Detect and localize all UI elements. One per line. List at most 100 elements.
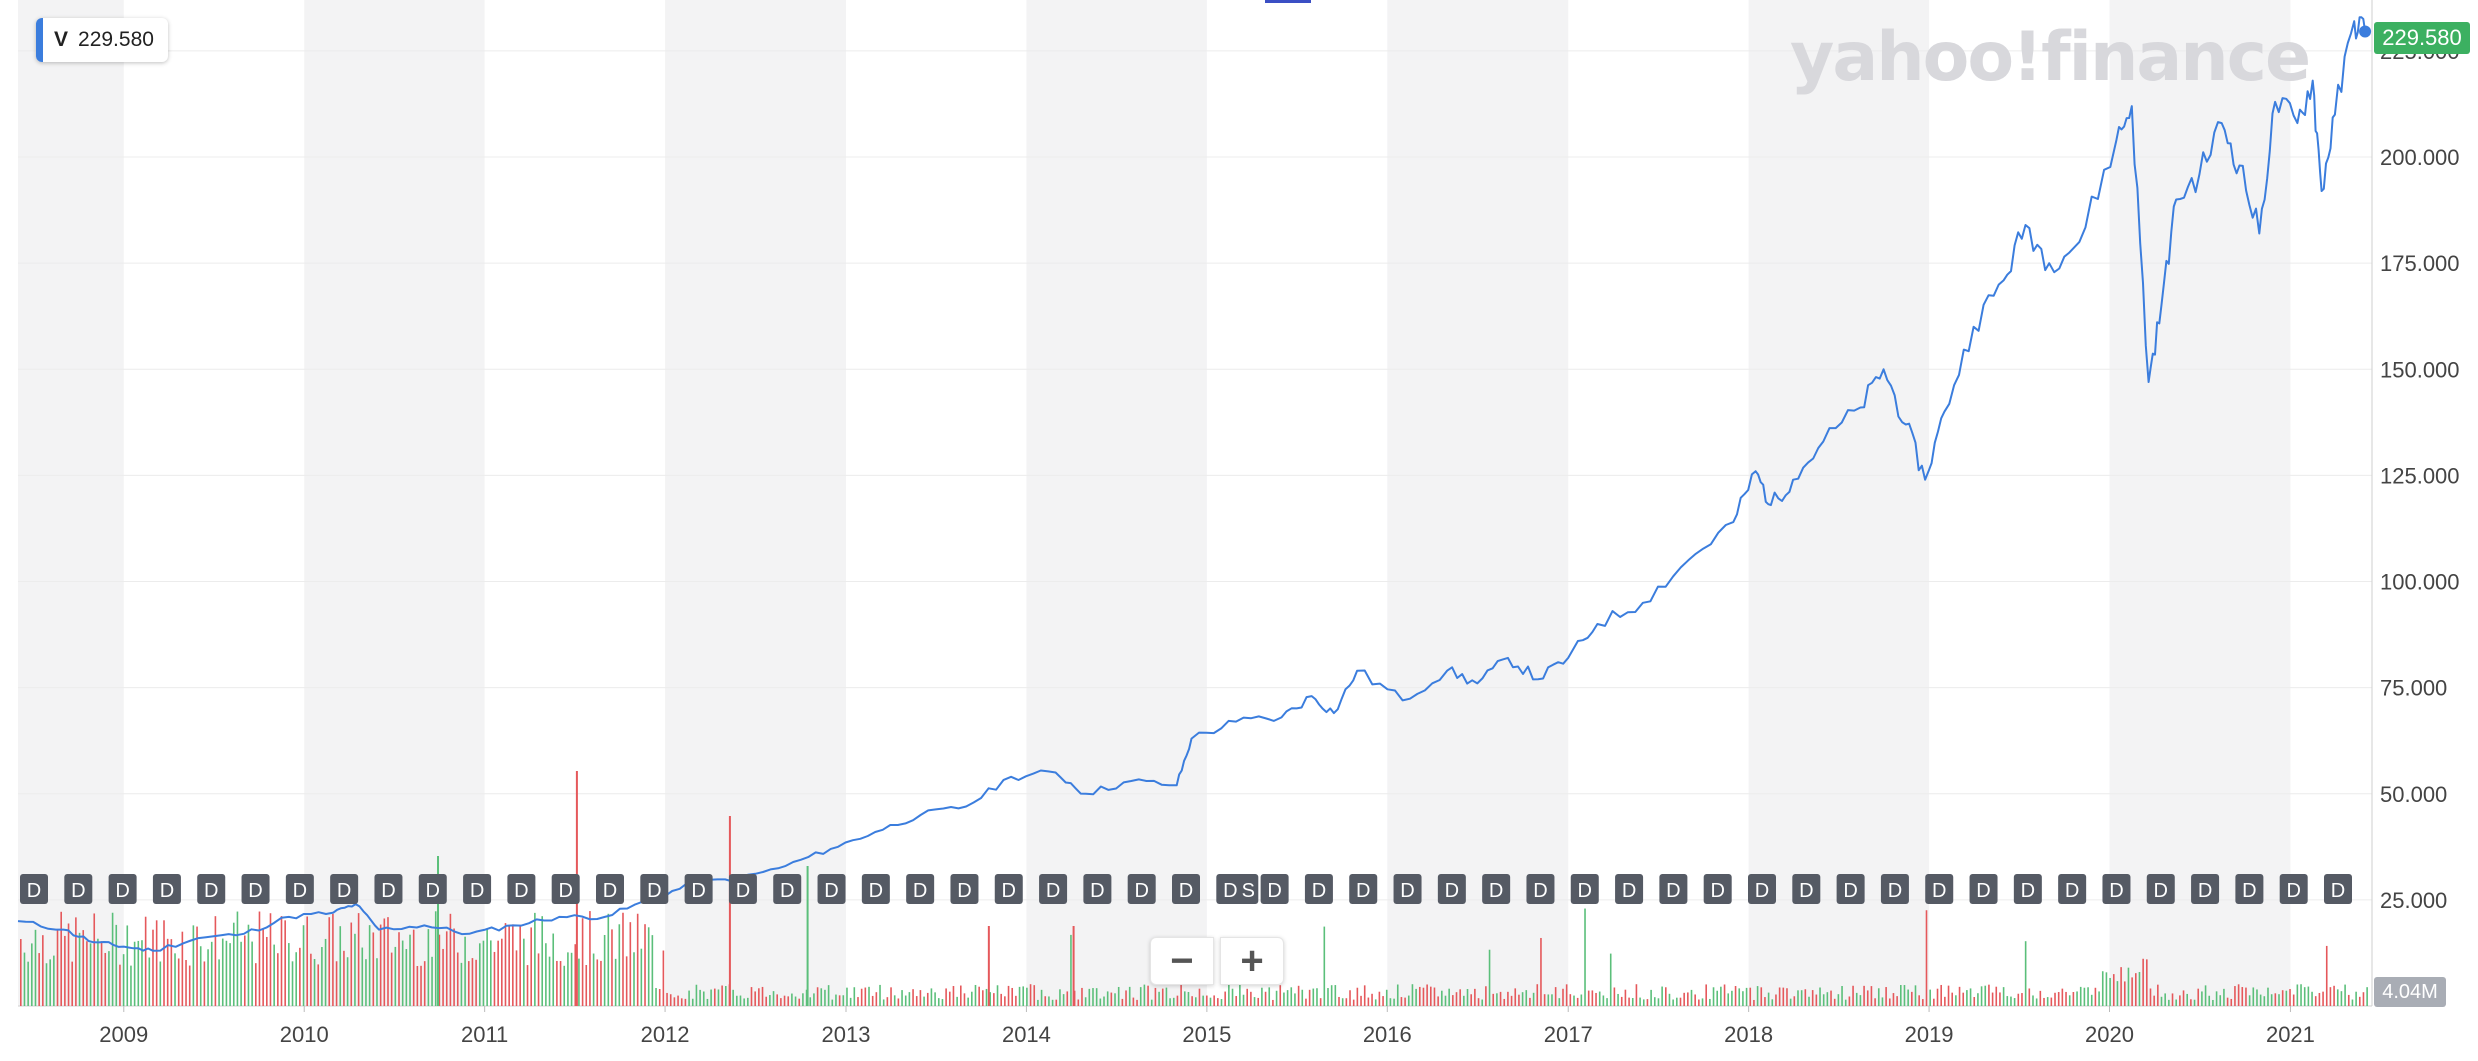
- volume-bar: [1437, 996, 1439, 1006]
- dividend-marker[interactable]: D: [2191, 874, 2220, 904]
- volume-bar: [636, 913, 639, 1006]
- volume-bar: [482, 940, 485, 1006]
- dividend-marker[interactable]: D: [684, 874, 713, 904]
- dividend-marker[interactable]: D: [596, 874, 624, 904]
- volume-bar: [324, 938, 327, 1006]
- volume-bar: [277, 953, 279, 1006]
- range-indicator: [1265, 0, 1311, 3]
- dividend-marker[interactable]: D: [1127, 874, 1156, 904]
- volume-bar: [919, 990, 922, 1006]
- dividend-marker[interactable]: D: [1039, 874, 1068, 904]
- volume-bar: [1125, 990, 1127, 1006]
- dividend-marker[interactable]: D: [1482, 874, 1511, 904]
- volume-bar: [879, 984, 881, 1006]
- volume-bar: [108, 951, 110, 1006]
- dividend-marker[interactable]: D: [2324, 874, 2352, 904]
- volume-bar: [2105, 972, 2108, 1006]
- dividend-marker[interactable]: D: [1570, 874, 1599, 904]
- volume-bar: [60, 911, 62, 1006]
- volume-bar: [431, 956, 433, 1006]
- dividend-marker[interactable]: D: [2102, 874, 2131, 904]
- volume-bar: [2160, 996, 2163, 1006]
- dividend-marker[interactable]: D: [1615, 874, 1644, 904]
- dividend-marker[interactable]: D: [20, 874, 48, 904]
- dividend-marker[interactable]: D: [1437, 874, 1466, 904]
- dividend-marker[interactable]: D: [1703, 874, 1732, 904]
- volume-bar: [1720, 986, 1722, 1006]
- dividend-marker[interactable]: D: [861, 874, 890, 904]
- volume-bar: [1907, 989, 1909, 1006]
- dividend-marker[interactable]: D: [2235, 874, 2264, 904]
- dividend-marker[interactable]: D: [1659, 874, 1688, 904]
- dividend-marker[interactable]: D: [906, 874, 935, 904]
- dividend-marker[interactable]: D: [1172, 874, 1200, 904]
- volume-bar: [2248, 995, 2251, 1006]
- dividend-marker[interactable]: D: [64, 874, 93, 904]
- volume-bar: [1723, 984, 1726, 1006]
- volume-bar: [1316, 988, 1318, 1006]
- dividend-marker[interactable]: D: [817, 874, 846, 904]
- dividend-marker[interactable]: D: [1836, 874, 1865, 904]
- dividend-marker[interactable]: D: [1969, 874, 1998, 904]
- dividend-marker[interactable]: D: [463, 874, 492, 904]
- volume-bar: [1947, 985, 1950, 1006]
- volume-bar: [695, 984, 698, 1006]
- dividend-marker[interactable]: D: [108, 874, 137, 904]
- dividend-marker[interactable]: D: [1349, 874, 1378, 904]
- volume-bar: [1551, 994, 1553, 1006]
- marker-box: [1127, 874, 1156, 904]
- zoom-in-button[interactable]: +: [1220, 937, 1284, 985]
- volume-bar: [2146, 959, 2148, 1006]
- dividend-marker[interactable]: D: [197, 874, 226, 904]
- volume-bar: [1367, 997, 1370, 1006]
- dividend-marker[interactable]: D: [1083, 874, 1112, 904]
- dividend-marker[interactable]: D: [285, 874, 314, 904]
- volume-bar: [640, 948, 643, 1006]
- dividend-marker[interactable]: D: [418, 874, 447, 904]
- y-tick-label: 50.000: [2380, 782, 2447, 807]
- dividend-marker[interactable]: D: [374, 874, 403, 904]
- dividend-marker[interactable]: D: [728, 874, 757, 904]
- volume-bar: [471, 958, 474, 1006]
- volume-bar: [1624, 989, 1627, 1006]
- dividend-marker[interactable]: D: [330, 874, 359, 904]
- dividend-marker[interactable]: D: [994, 874, 1023, 904]
- dividend-marker[interactable]: D: [1393, 874, 1422, 904]
- volume-bar: [199, 946, 202, 1006]
- dividend-marker[interactable]: D: [1880, 874, 1909, 904]
- volume-bar: [1984, 985, 1987, 1006]
- volume-bar: [1631, 998, 1634, 1006]
- dividend-marker[interactable]: D: [2013, 874, 2042, 904]
- dividend-marker[interactable]: D: [950, 874, 979, 904]
- zoom-out-button[interactable]: −: [1150, 937, 1214, 985]
- volume-bar: [1018, 986, 1021, 1006]
- dividend-marker[interactable]: D: [2058, 874, 2087, 904]
- dividend-marker[interactable]: D: [1792, 874, 1821, 904]
- volume-bar: [379, 924, 382, 1006]
- dividend-marker[interactable]: D: [1925, 874, 1954, 904]
- split-label: S: [1242, 880, 1255, 902]
- dividend-marker[interactable]: D: [1526, 874, 1555, 904]
- volume-bar: [155, 920, 158, 1006]
- dividend-marker[interactable]: D: [241, 874, 270, 904]
- dividend-marker[interactable]: D: [152, 874, 181, 904]
- volume-bar: [1595, 992, 1597, 1006]
- volume-bar: [552, 933, 555, 1006]
- dividend-marker[interactable]: D: [2146, 874, 2175, 904]
- volume-bar: [1742, 991, 1744, 1006]
- dividend-marker[interactable]: D: [640, 874, 669, 904]
- dividend-marker[interactable]: D: [1748, 874, 1776, 904]
- dividend-marker[interactable]: D: [1304, 874, 1333, 904]
- dividend-marker[interactable]: D: [773, 874, 802, 904]
- volume-bar: [2351, 999, 2354, 1006]
- dividend-marker[interactable]: D: [507, 874, 536, 904]
- volume-bar: [1507, 991, 1509, 1006]
- legend[interactable]: V 229.580: [36, 18, 168, 62]
- dividend-marker[interactable]: D: [2279, 874, 2308, 904]
- dividend-marker[interactable]: D: [551, 874, 580, 904]
- dividend-marker[interactable]: D: [1260, 874, 1289, 904]
